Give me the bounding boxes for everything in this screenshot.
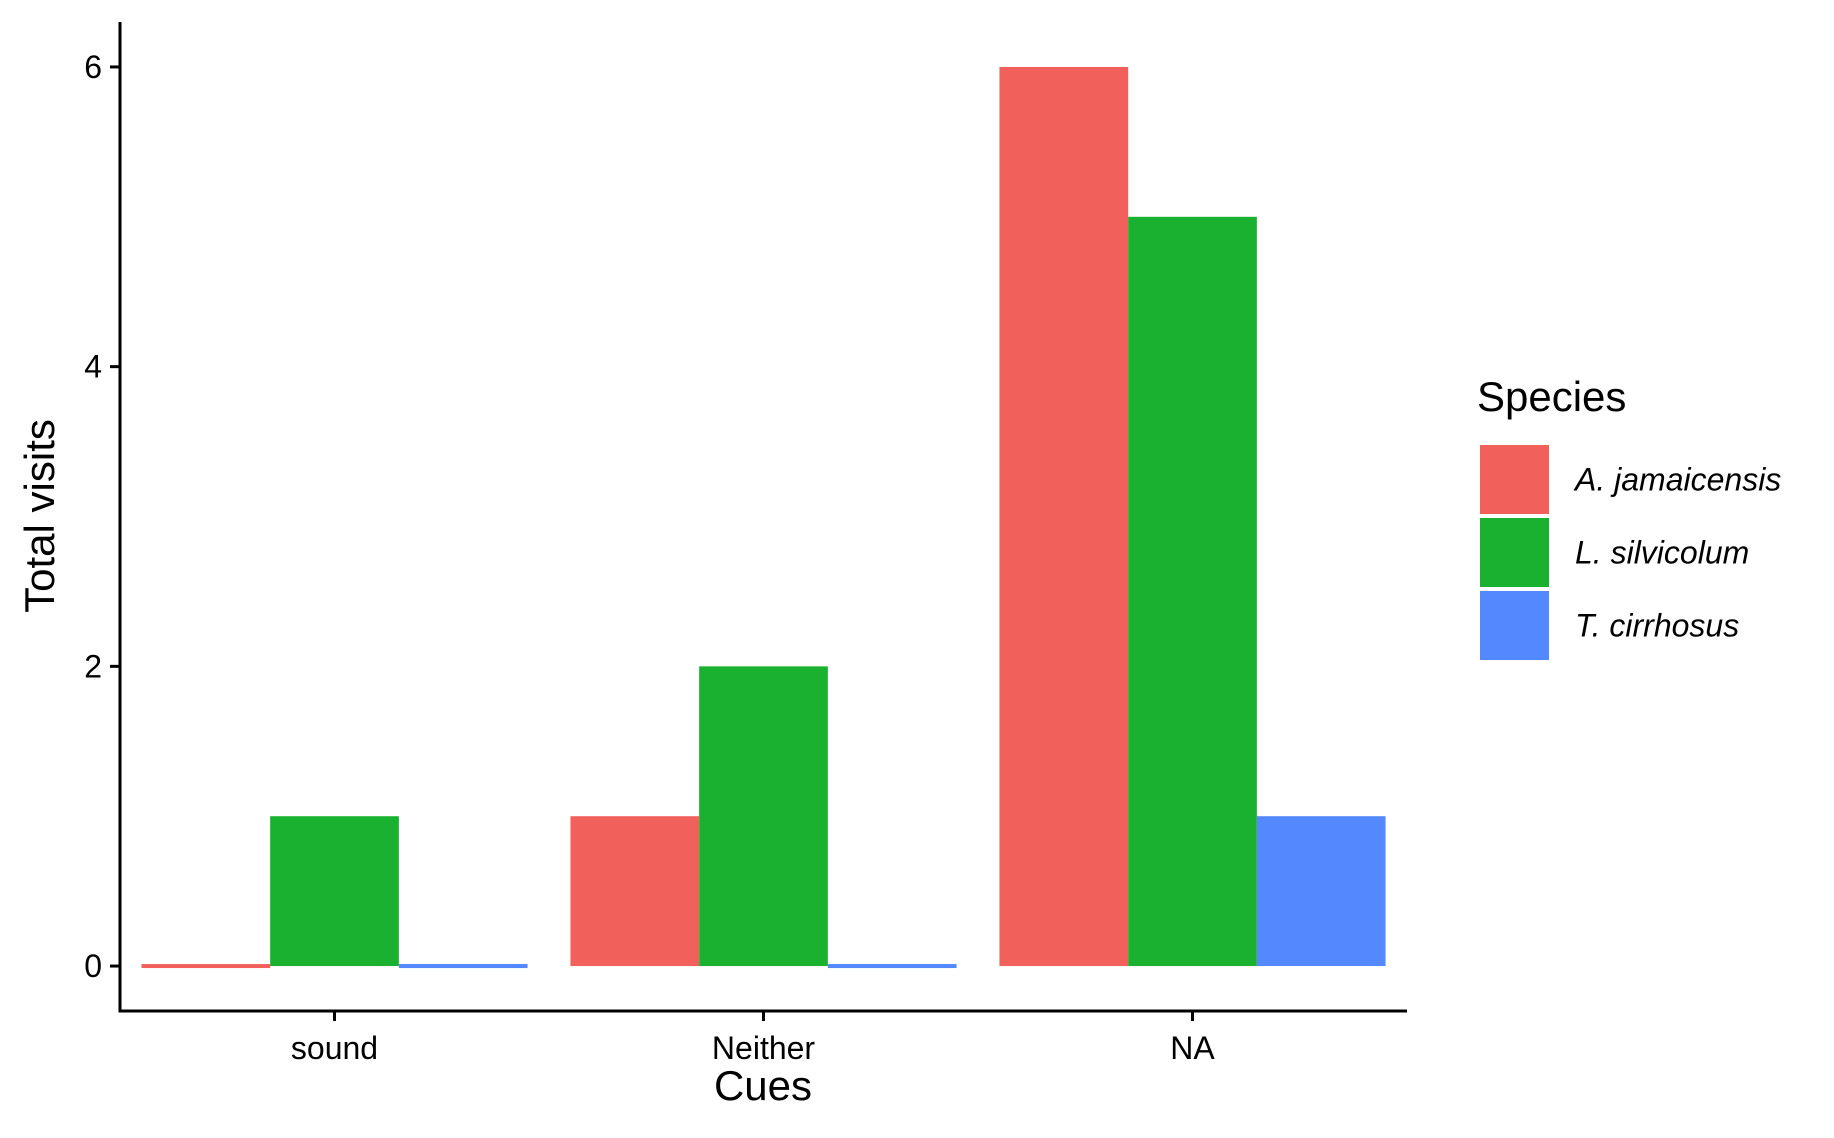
bar-na-1: [1128, 216, 1257, 967]
legend-key-1: [1480, 518, 1549, 587]
bar-neither-2: [827, 964, 957, 969]
bar-neither-1: [699, 666, 828, 967]
y-tick-label: 0: [84, 948, 102, 984]
x-tick-label: sound: [291, 1030, 378, 1066]
bar-sound-1: [270, 816, 399, 967]
y-tick-label: 2: [84, 648, 102, 684]
ticks-layer: 0 2 4 6 sound Neither NA: [84, 49, 1215, 1066]
bars-layer: [141, 66, 1386, 969]
legend-label-0: A. jamaicensis: [1573, 462, 1781, 498]
legend: Species A. jamaicensis L. silvicolum T. ci…: [1477, 373, 1781, 660]
legend-label-2: T. cirrhosus: [1575, 608, 1739, 644]
bar-na-0: [999, 66, 1129, 967]
x-axis-title: Cues: [714, 1062, 812, 1109]
legend-label-1: L. silvicolum: [1575, 535, 1749, 571]
legend-key-0: [1480, 445, 1549, 514]
y-tick-label: 6: [84, 49, 102, 85]
x-tick-label: Neither: [712, 1030, 816, 1066]
bar-sound-2: [398, 964, 528, 969]
y-axis-title: Total visits: [16, 419, 63, 613]
bar-na-2: [1256, 816, 1386, 967]
legend-key-2: [1480, 591, 1549, 660]
bar-sound-0: [141, 964, 271, 969]
bar-neither-0: [570, 816, 700, 967]
legend-title: Species: [1477, 373, 1626, 420]
x-tick-label: NA: [1170, 1030, 1215, 1066]
y-tick-label: 4: [84, 349, 102, 385]
